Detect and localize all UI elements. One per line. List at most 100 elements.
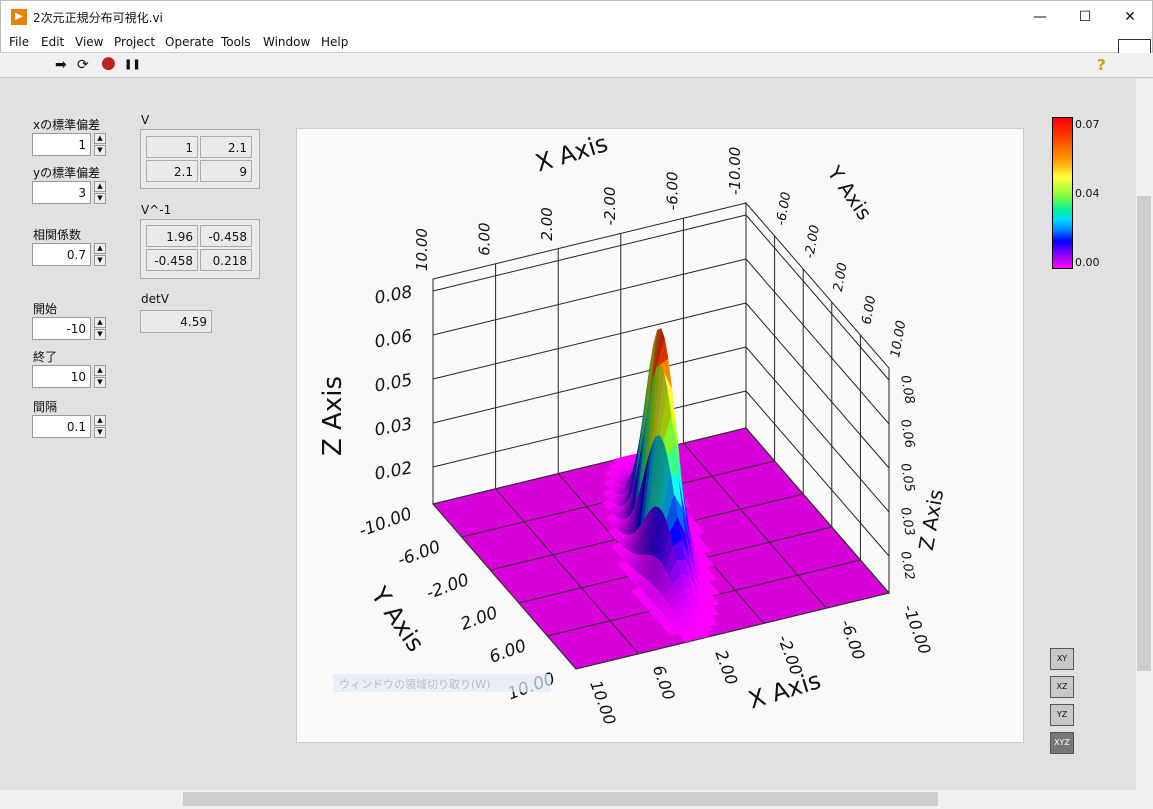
menu-file[interactable]: File <box>9 35 30 49</box>
run-continuously-icon[interactable]: ⟳ <box>77 57 89 73</box>
xyz-projection-button[interactable]: XYZ <box>1050 732 1074 754</box>
control-label: yの標準偏差 <box>33 166 101 180</box>
control-label: 間隔 <box>33 400 58 414</box>
title-bar: ▶ 2次元正規分布可視化.vi — ☐ ✕ <box>0 0 1153 32</box>
numeric-control[interactable]: 1 <box>32 133 91 156</box>
abort-icon[interactable]: ● <box>101 53 116 73</box>
colorbar-tick: 0.07 <box>1075 118 1100 131</box>
vertical-scroll-thumb[interactable] <box>1137 196 1151 671</box>
xz-projection-button[interactable]: XZ <box>1050 676 1074 698</box>
floor-grid-line <box>495 488 639 655</box>
menu-edit[interactable]: Edit <box>41 35 65 49</box>
floor-grid-line <box>432 427 747 505</box>
wall-grid-line <box>432 346 747 424</box>
x-axis-title-bottom: X Axis <box>745 666 824 714</box>
decrement-button[interactable]: ▼ <box>94 193 106 204</box>
x-tick-label-top: 10.00 <box>413 228 431 271</box>
x-tick-label-top: 6.00 <box>476 222 494 255</box>
y-tick-label-bottom: 2.00 <box>458 603 500 635</box>
detv-value: 4.59 <box>140 310 212 333</box>
wall-grid-line <box>745 302 890 469</box>
surface-patch <box>681 634 694 643</box>
pause-icon[interactable]: ❚❚ <box>124 59 141 70</box>
y-tick-label-bottom: -10.00 <box>356 504 414 542</box>
increment-button[interactable]: ▲ <box>94 317 106 328</box>
y-tick-label-bottom: -6.00 <box>395 537 443 571</box>
x-tick-label-bottom: -10.00 <box>899 602 934 657</box>
menu-tools[interactable]: Tools <box>221 35 251 49</box>
v-cell: 1 <box>146 136 198 158</box>
wall-grid-line <box>432 214 747 292</box>
colorbar <box>1052 117 1073 269</box>
numeric-control[interactable]: 10 <box>32 365 91 388</box>
snip-tooltip: ウィンドウの領域切り取り(W) <box>333 674 551 692</box>
x-tick-label-bottom: 10.00 <box>586 678 620 728</box>
wall-grid-line <box>432 258 747 336</box>
increment-button[interactable]: ▲ <box>94 365 106 376</box>
x-tick-label-top: -6.00 <box>663 171 681 210</box>
z-tick-label-left: 0.08 <box>373 282 414 308</box>
increment-button[interactable]: ▲ <box>94 181 106 192</box>
numeric-control[interactable]: 0.7 <box>32 243 91 266</box>
window-title: 2次元正規分布可視化.vi <box>33 11 163 25</box>
numeric-control[interactable]: -10 <box>32 317 91 340</box>
increment-button[interactable]: ▲ <box>94 415 106 426</box>
v-cell: 2.1 <box>200 136 252 158</box>
increment-button[interactable]: ▲ <box>94 133 106 144</box>
x-tick-label-bottom: -6.00 <box>837 617 869 662</box>
z-tick-label-right: 0.08 <box>897 374 917 405</box>
x-tick-label-top: -10.00 <box>726 147 744 195</box>
wall-grid-line <box>745 390 890 557</box>
floor-grid-line <box>432 503 577 670</box>
numeric-control[interactable]: 0.1 <box>32 415 91 438</box>
z-tick-label-right: 0.03 <box>897 506 917 537</box>
vinv-cell: 1.96 <box>146 225 198 247</box>
labview-vi-icon: ▶ <box>11 9 27 25</box>
v-cell: 9 <box>200 160 252 182</box>
menu-window[interactable]: Window <box>263 35 311 49</box>
control-label: xの標準偏差 <box>33 118 101 132</box>
decrement-button[interactable]: ▼ <box>94 427 106 438</box>
wall-grid-line <box>432 390 747 468</box>
control-label: 終了 <box>33 350 58 364</box>
xy-projection-button[interactable]: XY <box>1050 648 1074 670</box>
y-tick-label-top: -2.00 <box>802 224 823 260</box>
y-axis-title-bottom: Y Axis <box>365 581 430 657</box>
minimize-button[interactable]: — <box>1033 9 1047 25</box>
z-axis-title-right: Z Axis <box>914 487 948 552</box>
floor-grid-line <box>683 442 827 609</box>
wall-grid-line <box>745 214 890 381</box>
decrement-button[interactable]: ▼ <box>94 145 106 156</box>
menu-help[interactable]: Help <box>321 35 349 49</box>
y-tick-label-top: 2.00 <box>831 262 851 293</box>
decrement-button[interactable]: ▼ <box>94 329 106 340</box>
y-axis-title-top: Y Axis <box>822 161 877 225</box>
decrement-button[interactable]: ▼ <box>94 377 106 388</box>
increment-button[interactable]: ▲ <box>94 243 106 254</box>
run-arrow-icon[interactable]: ➡ <box>55 57 67 73</box>
z-tick-label-right: 0.06 <box>897 418 917 449</box>
numeric-control[interactable]: 3 <box>32 181 91 204</box>
menu-view[interactable]: View <box>75 35 104 49</box>
yz-projection-button[interactable]: YZ <box>1050 704 1074 726</box>
y-tick-label-bottom: -2.00 <box>424 570 472 604</box>
colorbar-tick: 0.04 <box>1075 187 1100 200</box>
control-label: 開始 <box>33 302 58 316</box>
x-tick-label-bottom: 6.00 <box>649 663 679 703</box>
v-cell: 2.1 <box>146 160 198 182</box>
wall-grid-line <box>745 346 890 513</box>
wall-grid-line <box>432 302 747 380</box>
menu-project[interactable]: Project <box>114 35 156 49</box>
z-axis-title-left: Z Axis <box>318 376 348 456</box>
x-tick-label-top: 2.00 <box>538 207 556 240</box>
help-icon[interactable]: ? <box>1097 56 1106 74</box>
menu-bar: File Edit View Project Operate Tools Win… <box>0 32 1153 53</box>
maximize-button[interactable]: ☐ <box>1078 9 1092 25</box>
menu-operate[interactable]: Operate <box>165 35 214 49</box>
floor-grid-line <box>745 427 890 594</box>
wall-grid-line <box>745 258 890 425</box>
close-button[interactable]: ✕ <box>1124 9 1136 25</box>
3d-surface-graph[interactable]: 10.00 6.00 2.00 -2.00 -6.00 -10.00 -6.00 -2.00 2… <box>296 128 1024 743</box>
decrement-button[interactable]: ▼ <box>94 255 106 266</box>
horizontal-scroll-thumb[interactable] <box>183 792 938 806</box>
